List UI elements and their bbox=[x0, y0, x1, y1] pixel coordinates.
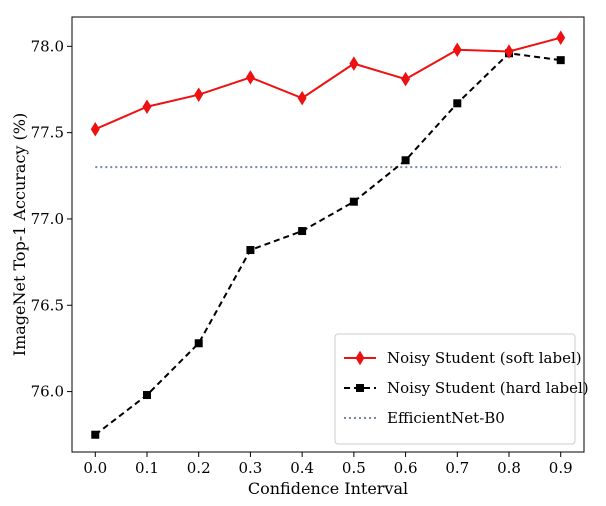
diamond-marker bbox=[556, 30, 566, 45]
x-tick-label: 0.0 bbox=[83, 459, 107, 477]
y-tick-label: 77.0 bbox=[31, 210, 64, 228]
x-tick-label: 0.6 bbox=[394, 459, 418, 477]
diamond-marker bbox=[452, 42, 462, 58]
square-marker bbox=[349, 197, 358, 206]
diamond-marker bbox=[401, 71, 411, 87]
diamond-marker bbox=[194, 87, 204, 102]
x-tick-label: 0.2 bbox=[187, 459, 211, 477]
square-marker bbox=[556, 56, 565, 65]
x-axis-label: Confidence Interval bbox=[248, 479, 408, 498]
x-tick-label: 0.9 bbox=[549, 459, 573, 477]
square-marker bbox=[91, 430, 100, 439]
legend-box bbox=[334, 333, 576, 445]
y-tick-label: 77.5 bbox=[31, 124, 64, 142]
y-tick-label: 76.5 bbox=[31, 296, 64, 314]
diamond-marker bbox=[355, 350, 365, 366]
y-axis: 76.0 76.5 77.0 77.5 78.0 bbox=[31, 37, 72, 401]
square-marker bbox=[401, 156, 410, 165]
square-marker bbox=[453, 99, 462, 108]
x-tick-label: 0.7 bbox=[445, 459, 469, 477]
legend-label: Noisy Student (hard label) bbox=[387, 379, 589, 397]
plot-area bbox=[90, 30, 566, 439]
square-marker bbox=[298, 227, 307, 236]
series-line bbox=[94, 52, 561, 436]
x-tick-label: 0.1 bbox=[135, 459, 159, 477]
diamond-marker bbox=[297, 90, 307, 106]
legend: Noisy Student (soft label) Noisy Student … bbox=[334, 333, 589, 445]
x-axis: 0.0 0.1 0.2 0.3 0.4 0.5 0.6 0.7 0.8 0.9 bbox=[83, 452, 573, 477]
square-marker bbox=[246, 246, 255, 255]
series-line bbox=[94, 36, 561, 131]
x-tick-label: 0.3 bbox=[238, 459, 262, 477]
x-tick-label: 0.4 bbox=[290, 459, 314, 477]
plot-frame bbox=[71, 16, 585, 453]
diamond-marker bbox=[349, 56, 359, 71]
y-axis-label: ImageNet Top-1 Accuracy (%) bbox=[10, 113, 29, 356]
x-tick-label: 0.8 bbox=[497, 459, 521, 477]
square-marker bbox=[356, 384, 364, 392]
diamond-marker bbox=[142, 99, 152, 115]
y-tick-label: 76.0 bbox=[31, 383, 64, 401]
x-tick-label: 0.5 bbox=[342, 459, 366, 477]
diamond-marker bbox=[245, 70, 255, 85]
diamond-marker bbox=[90, 121, 100, 137]
legend-label: EfficientNet-B0 bbox=[387, 409, 505, 427]
series-noisy-student-soft-label bbox=[90, 30, 566, 137]
square-marker bbox=[194, 339, 203, 348]
legend-label: Noisy Student (soft label) bbox=[387, 349, 582, 367]
diamond-marker bbox=[504, 44, 514, 59]
square-marker bbox=[142, 391, 151, 400]
y-tick-label: 78.0 bbox=[31, 37, 64, 55]
